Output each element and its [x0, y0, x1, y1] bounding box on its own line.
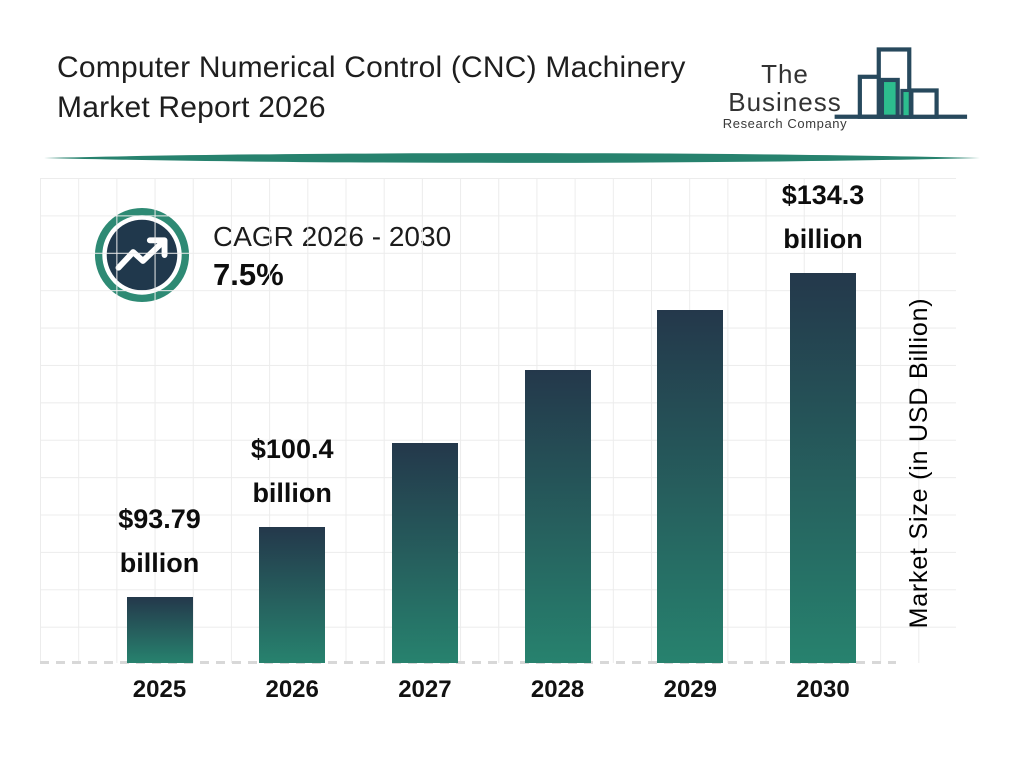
x-tick-2029: 2029 — [663, 676, 717, 703]
chart-baseline — [40, 661, 896, 664]
bar-2027 — [391, 443, 458, 663]
plot-area: $93.79 billion $100.4 billion $134.3 billion — [40, 178, 956, 664]
value-label-2026: $100.4 billion — [250, 434, 334, 508]
x-tick-2028: 2028 — [530, 676, 585, 703]
x-tick-2030: 2030 — [796, 676, 850, 703]
logo-subname: Research Company — [722, 116, 848, 131]
x-tick-2025: 2025 — [132, 676, 187, 703]
company-logo: The Business Research Company — [706, 40, 976, 131]
y-axis-title: Market Size (in USD Billion) — [905, 297, 933, 629]
value-label-2025: $93.79 billion — [118, 504, 201, 578]
logo-bars-icon — [834, 47, 968, 119]
divider-line — [44, 153, 980, 163]
bar-2026 — [259, 527, 326, 663]
logo-name: The Business — [728, 59, 842, 117]
x-tick-2027: 2027 — [398, 676, 452, 703]
bar-2025 — [126, 597, 193, 663]
logo-text: The Business Research Company — [706, 60, 864, 132]
bar-2028 — [524, 370, 591, 663]
value-label-2030: $134.3 billion — [781, 180, 865, 254]
x-axis: 2025 2026 2027 2028 2029 2030 — [40, 676, 956, 708]
page-title: Computer Numerical Control (CNC) Machine… — [57, 51, 686, 124]
x-tick-2026: 2026 — [265, 676, 319, 703]
bar-2029 — [657, 310, 724, 663]
bar-2030 — [790, 273, 856, 663]
